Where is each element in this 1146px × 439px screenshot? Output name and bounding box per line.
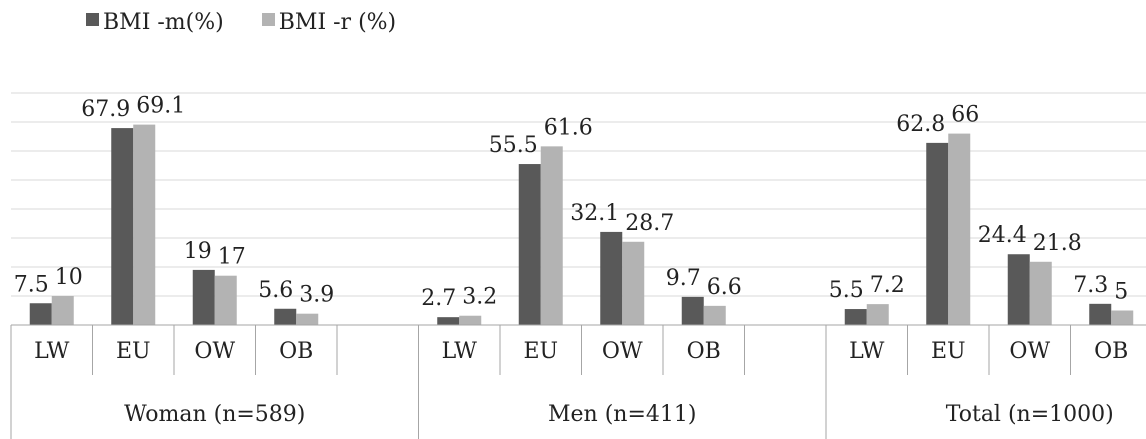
category-label: LW [34,339,70,364]
bar [214,275,237,325]
category-label: EU [931,339,966,364]
bar [844,309,867,325]
bar [192,269,215,325]
bar [111,128,134,325]
legend-item-bmi-m: BMI -m(%) [86,10,224,36]
bars [29,124,1134,325]
bar [948,133,971,325]
bar [866,304,889,325]
value-label: 24.4 [978,223,1027,248]
value-label: 3.2 [462,285,497,310]
value-label: 61.6 [544,115,593,140]
category-label: EU [523,339,558,364]
chart-legend: BMI -m(%) BMI -r (%) [86,8,396,38]
value-label: 17 [218,245,246,270]
category-label: OW [194,339,235,364]
category-label: EU [116,339,151,364]
value-label: 19 [184,239,212,264]
category-label: OB [687,339,721,364]
value-label: 10 [55,265,83,290]
value-label: 5 [1114,280,1128,305]
value-label: 3.9 [299,283,334,308]
bar [1111,310,1134,325]
bar [681,296,704,325]
bar [1029,261,1052,325]
legend-item-bmi-r: BMI -r (%) [261,10,397,36]
value-label: 66 [951,103,979,128]
value-label: 7.2 [870,273,905,298]
bar [600,231,623,325]
category-label: OW [1009,339,1050,364]
category-label: OW [602,339,643,364]
bar [29,303,52,325]
value-label: 7.5 [14,272,49,297]
bar [1007,254,1030,325]
category-label: OB [1094,339,1128,364]
category-label: LW [442,339,478,364]
bar [133,124,156,325]
value-label: 67.9 [81,97,130,122]
legend-swatch-bmi-m [86,13,99,26]
value-label: 9.7 [666,266,701,291]
value-label: 21.8 [1033,231,1082,256]
legend-label-bmi-m: BMI -m(%) [103,10,224,35]
bar [1089,303,1112,325]
value-label: 28.7 [625,211,674,236]
group-label: Men (n=411) [548,402,696,427]
bar [703,305,726,325]
legend-swatch-bmi-r [261,13,275,26]
group-label: Woman (n=589) [124,402,305,427]
value-label: 6.6 [707,275,742,300]
value-label: 2.7 [421,286,456,311]
bar [926,142,949,325]
category-label: OB [279,339,313,364]
bar [518,164,541,325]
value-label: 32.1 [570,201,619,226]
value-label: 5.5 [829,278,864,303]
value-label: 5.6 [258,278,293,303]
bar [540,146,563,325]
value-label: 69.1 [136,94,185,119]
bar [51,296,74,325]
category-axis: LW EU OW OB Woman (n=589) LW EU OW OB Men (n=411)… [10,324,1146,439]
group-label: Total (n=1000) [946,402,1114,427]
bar [437,317,460,325]
value-label: 62.8 [896,112,945,137]
bar [274,308,297,325]
category-label: LW [849,339,885,364]
legend-label-bmi-r: BMI -r (%) [278,10,397,35]
bar [459,315,482,325]
value-label: 55.5 [489,133,538,158]
bar [622,241,645,325]
value-label: 7.3 [1073,273,1108,298]
bar [296,313,319,325]
